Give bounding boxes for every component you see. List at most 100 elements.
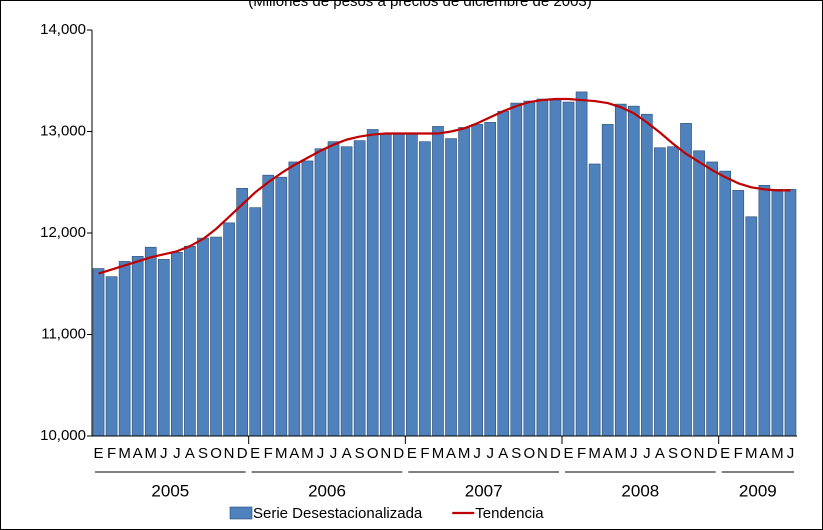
bar [131, 256, 144, 437]
x-tick-label: A [759, 445, 769, 462]
x-tick-label: S [668, 445, 678, 462]
x-tick-label: F [577, 445, 586, 462]
bar [654, 147, 666, 437]
x-tick-label: N [224, 445, 235, 462]
bar [223, 222, 235, 437]
trend-line [98, 97, 791, 275]
x-tick-label: J [643, 445, 651, 462]
year-label: 2005 [151, 481, 189, 500]
x-tick-label: N [537, 445, 548, 462]
bar [458, 127, 470, 437]
x-tick-label: E [94, 445, 104, 462]
x-tick-label: O [524, 445, 536, 462]
bar [745, 216, 758, 437]
x-tick-label: S [511, 445, 521, 462]
x-tick-label: J [630, 445, 638, 462]
bar [719, 170, 732, 437]
x-tick-label: O [680, 445, 692, 462]
x-tick-label: D [237, 445, 248, 462]
x-tick-label: M [301, 445, 314, 462]
bar [758, 184, 771, 437]
bar [484, 122, 497, 437]
x-tick-label: A [446, 445, 456, 462]
x-tick-label: S [355, 445, 365, 462]
bar [549, 99, 562, 437]
y-tick-label: 10,000 [40, 427, 86, 444]
x-tick-label: N [380, 445, 391, 462]
bar [144, 246, 157, 437]
x-tick-label: M [615, 445, 628, 462]
bar [288, 161, 301, 437]
bar [510, 102, 523, 437]
bar [118, 261, 131, 437]
bar [575, 91, 588, 437]
bar [275, 176, 288, 437]
bar [667, 146, 679, 437]
x-tick-label: M [588, 445, 601, 462]
x-tick-label: M [745, 445, 758, 462]
x-tick-label: F [734, 445, 743, 462]
legend-label: Tendencia [475, 505, 544, 522]
x-tick-label: S [198, 445, 208, 462]
bar [406, 133, 418, 437]
bar [157, 259, 170, 437]
bar [641, 113, 653, 437]
bar [379, 133, 392, 437]
bar [340, 146, 353, 437]
x-tick-label: J [330, 445, 338, 462]
bar [732, 190, 745, 437]
year-label: 2009 [739, 481, 777, 500]
bar [693, 150, 705, 437]
x-tick-label: D [707, 445, 718, 462]
x-tick-label: F [107, 445, 116, 462]
x-tick-label: J [173, 445, 181, 462]
bar [627, 105, 640, 437]
x-tick-label: J [317, 445, 325, 462]
y-tick-label: 13,000 [40, 122, 86, 139]
x-tick-label: M [432, 445, 445, 462]
y-tick-label: 14,000 [40, 21, 86, 38]
bar [236, 188, 248, 437]
x-tick-label: A [133, 445, 143, 462]
bar [784, 189, 797, 437]
x-tick-label: A [185, 445, 195, 462]
bar [327, 141, 340, 437]
year-label: 2007 [465, 481, 503, 500]
x-tick-label: F [420, 445, 429, 462]
x-tick-label: D [550, 445, 561, 462]
x-tick-label: M [118, 445, 131, 462]
x-tick-label: E [407, 445, 417, 462]
x-tick-label: A [342, 445, 352, 462]
bar [249, 207, 262, 437]
x-tick-label: N [694, 445, 705, 462]
year-label: 2008 [621, 481, 659, 500]
year-label: 2006 [308, 481, 346, 500]
bar [771, 189, 784, 437]
bar [680, 123, 692, 437]
bar [523, 100, 536, 437]
x-tick-label: O [210, 445, 222, 462]
x-tick-label: M [458, 445, 471, 462]
bar [262, 174, 275, 437]
x-tick-label: E [250, 445, 260, 462]
bar [562, 101, 575, 437]
y-tick-label: 11,000 [41, 325, 86, 342]
x-tick-label: O [367, 445, 379, 462]
x-tick-label: J [787, 445, 795, 462]
bar [105, 276, 118, 437]
bar [171, 251, 183, 437]
bar [706, 161, 718, 437]
bar [471, 124, 483, 437]
x-tick-label: M [275, 445, 288, 462]
x-tick-label: J [486, 445, 494, 462]
bar [314, 148, 327, 437]
x-tick-label: A [498, 445, 508, 462]
bar [419, 141, 431, 437]
legend-swatch [229, 506, 253, 520]
bar [392, 133, 405, 437]
bar [366, 129, 379, 437]
bar [497, 110, 510, 437]
x-tick-label: A [289, 445, 299, 462]
bar [601, 124, 614, 437]
